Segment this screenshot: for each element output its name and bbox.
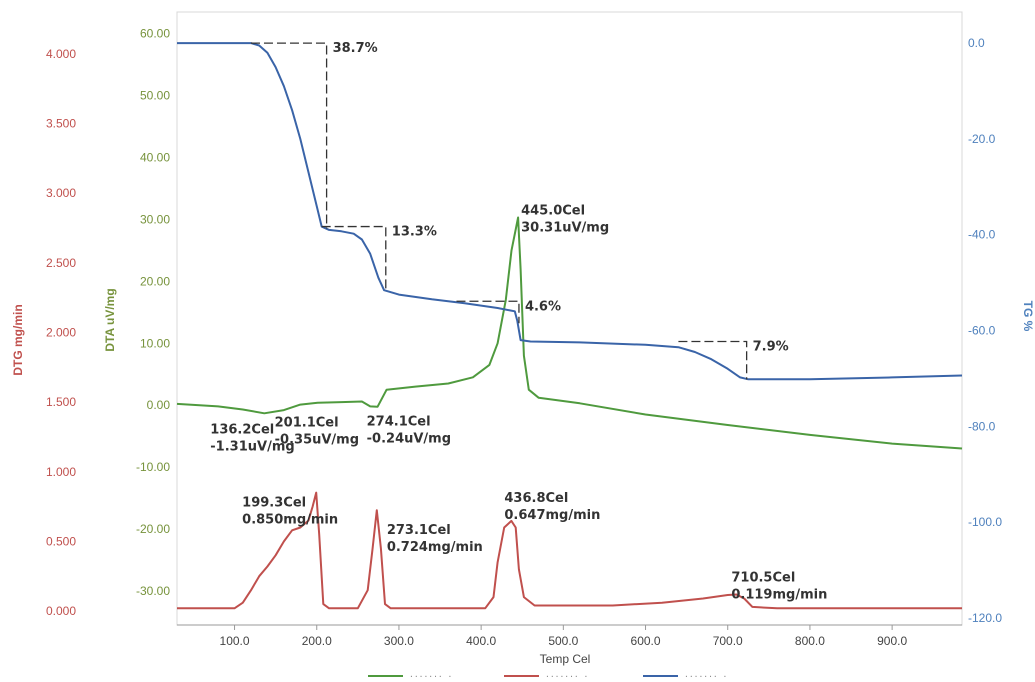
peak-annotation: 445.0Cel [521,204,585,219]
tg-step-marker [250,42,328,229]
peak-annotation: 30.31uV/mg [521,221,609,236]
dta-tick-label: 50.00 [140,89,170,103]
dta-axis-label: DTA uV/mg [103,288,117,351]
plot-frame [176,11,963,626]
dtg-tick-label: 4.000 [46,47,76,61]
dtg-tick-label: 2.000 [46,325,76,339]
peak-annotation: 273.1Cel [387,523,451,538]
tg-tick-label: -40.0 [968,228,996,242]
plot-border [176,11,963,626]
dta-tick-label: -30.00 [136,584,170,598]
peak-annotation: 0.724mg/min [387,540,483,555]
dtg-series-line [177,491,962,610]
peak-annotation: -0.24uV/mg [367,432,451,447]
dta-tick-label: -20.00 [136,522,170,536]
dtg-tick-label: 0.000 [46,604,76,618]
dta-tick-label: 20.00 [140,274,170,288]
peak-annotation: 199.3Cel [242,496,306,511]
dta-tick-label: 10.00 [140,336,170,350]
peak-annotation: -0.35uV/mg [275,432,359,447]
x-tick-label: 500.0 [548,634,578,648]
peak-annotation: 436.8Cel [504,491,568,506]
tg-tick-label: -20.0 [968,132,996,146]
tg-tick-label: -100.0 [968,515,1002,529]
tg-step-label: 7.9% [753,339,789,354]
legend-label: ······· · [684,672,727,681]
peak-annotation: -1.31uV/mg [210,439,294,454]
dtg-tick-label: 2.500 [46,256,76,270]
dta-series-line [176,216,963,450]
tg-tick-label: -60.0 [968,323,996,337]
tg-axis: -120.0 -100.0 -80.0 -60.0 -40.0 -20.0 0.0 [968,36,1002,625]
x-tick-label: 100.0 [220,634,250,648]
peak-annotation: 136.2Cel [210,422,274,437]
dta-tick-label: 0.00 [147,398,171,412]
tg-step-label: 38.7% [333,41,378,56]
peak-annotation: 0.119mg/min [731,587,827,602]
peak-annotation: 0.647mg/min [504,508,600,523]
step-markers: 38.7% 13.3% 4.6% 7.9% [250,41,789,380]
legend-label: ······· · [545,672,588,681]
tg-tick-label: -80.0 [968,419,996,433]
peak-annotation: 201.1Cel [275,415,339,430]
dtg-tick-label: 1.500 [46,395,76,409]
dtg-tick-label: 0.500 [46,534,76,548]
x-tick-label: 200.0 [302,634,332,648]
tg-axis-label: TG % [1021,301,1035,332]
dta-tick-label: 60.00 [140,27,170,41]
tg-series-line [177,42,963,381]
peak-annotation: 0.850mg/min [242,513,338,528]
peak-annotation: 710.5Cel [731,570,795,585]
dta-axis: -30.00 -20.00 -10.00 0.00 10.00 20.00 30.00 40.… [136,27,170,598]
tg-step-marker [678,340,748,380]
x-tick-label: 400.0 [466,634,496,648]
tg-tick-label: 0.0 [968,36,985,50]
x-axis-label: Temp Cel [540,652,591,666]
tg-step-label: 13.3% [392,225,437,240]
tg-step-marker [321,225,387,291]
annotations: 445.0Cel 30.31uV/mg 136.2Cel -1.31uV/mg 201.… [210,204,827,603]
dtg-tick-label: 1.000 [46,465,76,479]
dtg-tick-label: 3.000 [46,186,76,200]
legend-label: ······· · [409,672,452,681]
dtg-axis: 0.000 0.500 1.000 1.500 2.000 2.500 3.000 3.500… [46,47,76,618]
dta-tick-label: 30.00 [140,212,170,226]
x-axis: 100.0 200.0 300.0 400.0 500.0 600.0 700.0 800.0… [220,625,907,648]
series-group [176,42,963,610]
legend: ······· · ······· · ······· · [368,672,727,681]
tg-tick-label: -120.0 [968,611,1002,625]
x-tick-label: 700.0 [713,634,743,648]
tg-step-marker [456,300,520,324]
dtg-axis-label: DTG mg/min [11,304,25,375]
x-tick-label: 300.0 [384,634,414,648]
x-tick-label: 600.0 [631,634,661,648]
dta-tick-label: 40.00 [140,151,170,165]
dtg-tick-label: 3.500 [46,116,76,130]
x-tick-label: 900.0 [877,634,907,648]
x-tick-label: 800.0 [795,634,825,648]
dta-tick-label: -10.00 [136,460,170,474]
peak-annotation: 274.1Cel [367,415,431,430]
tg-step-label: 4.6% [525,299,561,314]
